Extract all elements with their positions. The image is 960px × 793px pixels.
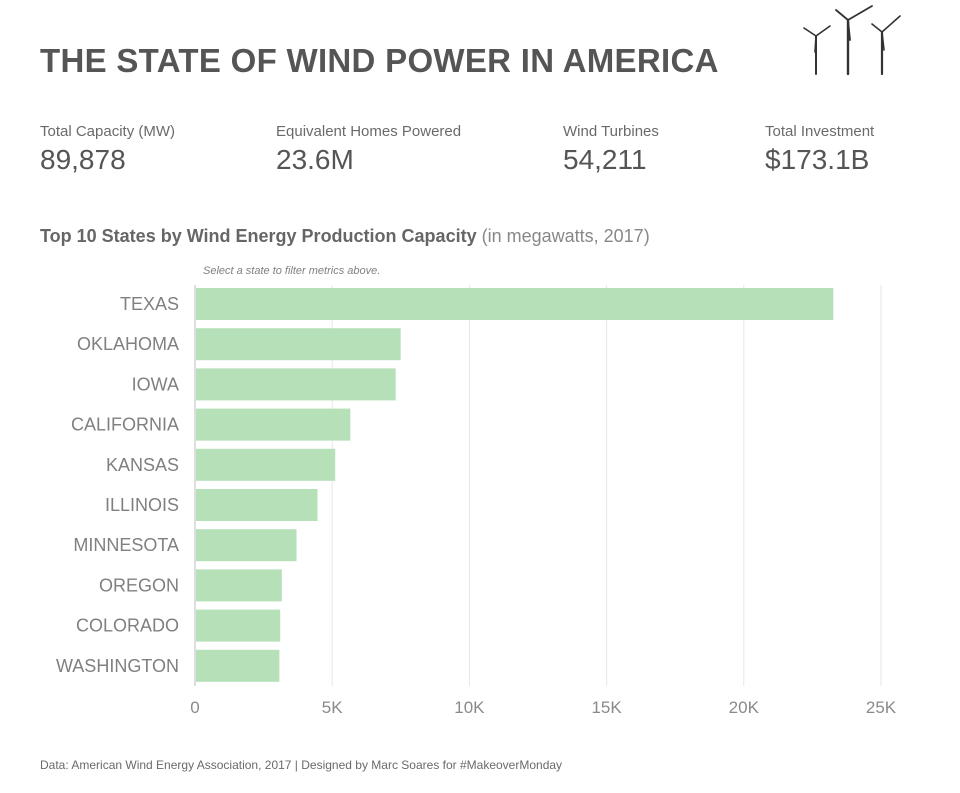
bar[interactable] xyxy=(196,408,351,441)
kpi-label: Wind Turbines xyxy=(563,123,659,140)
bar[interactable] xyxy=(196,368,396,401)
x-tick-label: 0 xyxy=(190,698,199,717)
bar[interactable] xyxy=(196,328,401,361)
bar[interactable] xyxy=(196,649,280,682)
bar[interactable] xyxy=(196,489,318,521)
bar[interactable] xyxy=(196,609,281,642)
category-label: ILLINOIS xyxy=(105,495,179,515)
chart-title-main: Top 10 States by Wind Energy Production … xyxy=(40,226,477,246)
kpi-value: 23.6M xyxy=(276,144,354,175)
filter-hint: Select a state to filter metrics above. xyxy=(203,265,381,277)
bar[interactable] xyxy=(196,529,297,562)
x-tick-label: 10K xyxy=(454,698,485,717)
chart-title-subtitle: (in megawatts, 2017) xyxy=(481,226,650,246)
kpi-total-capacity: Total Capacity (MW) 89,878 xyxy=(40,123,175,176)
bar[interactable] xyxy=(196,569,282,602)
wind-turbines-icon xyxy=(803,5,901,76)
x-tick-label: 25K xyxy=(866,698,897,717)
category-label: COLORADO xyxy=(76,616,179,636)
x-tick-label: 20K xyxy=(729,698,760,717)
category-label: IOWA xyxy=(132,374,179,394)
kpi-label: Total Capacity (MW) xyxy=(40,123,176,140)
page-title: THE STATE OF WIND POWER IN AMERICA xyxy=(40,42,719,79)
bar[interactable] xyxy=(196,288,834,320)
footer-credits: Data: American Wind Energy Association, … xyxy=(40,758,563,772)
category-label: CALIFORNIA xyxy=(71,415,179,435)
category-label: KANSAS xyxy=(106,455,179,475)
x-tick-label: 5K xyxy=(322,698,343,717)
kpi-label: Total Investment xyxy=(765,123,875,140)
kpi-value: 89,878 xyxy=(40,144,126,175)
kpi-wind-turbines: Wind Turbines 54,211 xyxy=(563,123,659,176)
kpi-value: $173.1B xyxy=(765,144,870,175)
category-label: MINNESOTA xyxy=(73,535,179,555)
kpi-homes-powered: Equivalent Homes Powered 23.6M xyxy=(276,123,461,176)
kpi-value: 54,211 xyxy=(563,144,647,175)
kpi-label: Equivalent Homes Powered xyxy=(276,123,462,140)
category-label: WASHINGTON xyxy=(56,656,179,676)
x-tick-label: 15K xyxy=(591,698,622,717)
bar-chart: TEXAS OKLAHOMA IOWA CALIFORNIA KANSAS ILLINOI… xyxy=(56,285,897,717)
category-label: OKLAHOMA xyxy=(77,334,179,354)
category-label: TEXAS xyxy=(120,294,179,314)
kpi-total-investment: Total Investment $173.1B xyxy=(765,123,874,176)
category-label: OREGON xyxy=(99,575,179,595)
chart-title: Top 10 States by Wind Energy Production … xyxy=(40,226,650,247)
bar[interactable] xyxy=(196,448,336,481)
